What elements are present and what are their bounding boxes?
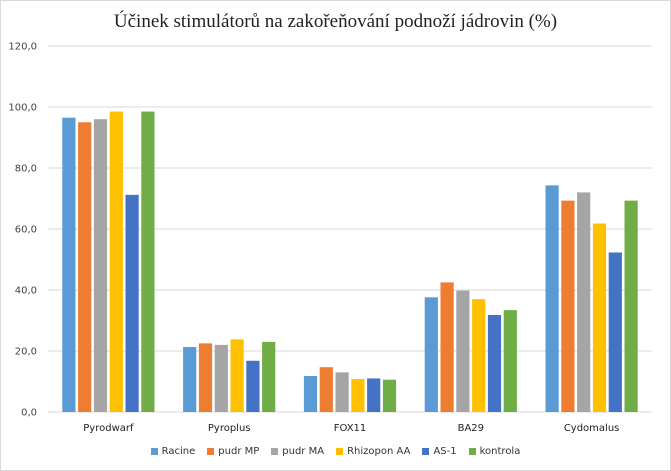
legend-item: pudr MP xyxy=(207,446,259,457)
bar-rhizopon-aa-ba29 xyxy=(472,299,486,412)
bar-racine-pyrodwarf xyxy=(62,117,76,413)
bar-pudr-ma-ba29 xyxy=(456,290,470,412)
chart-title: Účinek stimulátorů na zakořeňování podno… xyxy=(113,11,558,32)
bar-pudr-mp-pyroplus xyxy=(198,343,213,413)
bar-kontrola-cydomalus xyxy=(624,200,638,412)
bar-pudr-ma-pyrodwarf xyxy=(93,119,108,412)
bar-rhizopon-aa-fox11 xyxy=(351,379,365,412)
legend-swatch xyxy=(271,448,279,455)
bar-rhizopon-aa-pyroplus xyxy=(230,339,244,412)
legend-swatch xyxy=(207,448,215,455)
bar-racine-pyroplus xyxy=(183,347,197,412)
legend-item: pudr MA xyxy=(271,446,324,457)
legend-swatch xyxy=(336,448,344,455)
y-tick-label: 80,0 xyxy=(15,164,37,175)
bar-pudr-mp-pyrodwarf xyxy=(78,122,92,412)
category-label-pyroplus: Pyroplus xyxy=(208,423,251,434)
x-axis-labels: Pyrodwarf Pyroplus FOX11 BA29 Cydomalus xyxy=(83,423,619,434)
bar-pudr-mp-ba29 xyxy=(440,282,454,413)
bar-as-1-pyrodwarf xyxy=(125,194,139,412)
legend-swatch xyxy=(468,448,476,455)
y-tick-label: 60,0 xyxy=(15,225,37,236)
bar-racine-cydomalus xyxy=(545,185,559,412)
y-tick-label: 120,0 xyxy=(8,42,37,53)
legend-label: Rhizopon AA xyxy=(347,446,411,457)
bar-pudr-mp-cydomalus xyxy=(561,200,575,412)
bar-kontrola-ba29 xyxy=(503,310,517,412)
legend-item: kontrola xyxy=(468,446,521,457)
legend-item: AS-1 xyxy=(422,446,457,457)
bar-kontrola-pyroplus xyxy=(262,341,276,412)
legend: Racine pudr MP pudr MA Rhizopon AA AS-1 kontr… xyxy=(0,446,671,457)
legend-item: Rhizopon AA xyxy=(336,446,410,457)
legend-swatch xyxy=(150,448,158,455)
category-label-cydomalus: Cydomalus xyxy=(564,423,620,434)
y-tick-label: 0,0 xyxy=(21,408,37,419)
bar-rhizopon-aa-pyrodwarf xyxy=(109,111,123,412)
y-tick-label: 20,0 xyxy=(15,347,37,358)
y-tick-label: 100,0 xyxy=(8,103,37,114)
legend-item: Racine xyxy=(150,446,196,457)
bar-racine-ba29 xyxy=(424,297,438,412)
bar-kontrola-fox11 xyxy=(382,379,397,412)
legend-label: pudr MP xyxy=(218,446,260,457)
bar-pudr-ma-fox11 xyxy=(335,372,349,412)
bar-pudr-ma-pyroplus xyxy=(214,344,228,412)
category-label-fox11: FOX11 xyxy=(334,423,367,434)
category-label-pyrodwarf: Pyrodwarf xyxy=(83,423,134,434)
y-axis-labels: 0,0 20,0 40,0 60,0 80,0 100,0 120,0 xyxy=(8,42,37,419)
bar-as-1-pyroplus xyxy=(246,360,260,412)
bar-pudr-mp-fox11 xyxy=(319,367,333,412)
legend-swatch xyxy=(422,448,430,455)
bar-pudr-ma-cydomalus xyxy=(577,192,591,412)
bars xyxy=(62,111,638,413)
bar-kontrola-pyrodwarf xyxy=(141,111,155,412)
category-label-ba29: BA29 xyxy=(458,423,484,434)
y-tick-label: 40,0 xyxy=(15,286,37,297)
legend-label: pudr MA xyxy=(282,446,325,457)
bar-racine-fox11 xyxy=(303,376,318,412)
bar-as-1-cydomalus xyxy=(608,252,622,412)
bar-rhizopon-aa-cydomalus xyxy=(592,223,607,412)
legend-label: AS-1 xyxy=(433,446,457,457)
bar-as-1-ba29 xyxy=(487,315,502,412)
bar-as-1-fox11 xyxy=(367,378,381,412)
legend-label: kontrola xyxy=(479,446,521,457)
legend-label: Racine xyxy=(161,446,196,457)
